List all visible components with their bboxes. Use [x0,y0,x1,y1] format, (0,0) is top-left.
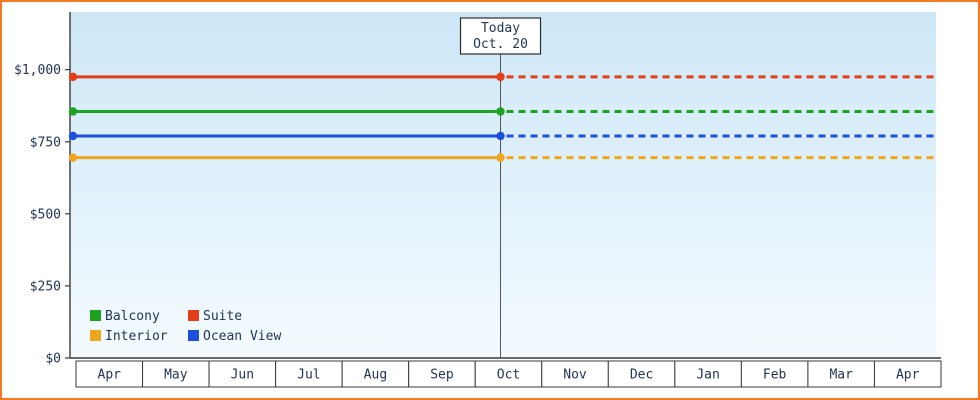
month-cell-box [541,360,609,388]
month-cell: Jun [208,360,277,388]
legend-label: Suite [203,309,242,324]
month-label: Apr [98,368,122,383]
y-tick-label: $500 [30,207,61,222]
series-today-dot [496,131,505,141]
month-cell-box [807,360,875,388]
series-balcony [68,107,936,116]
y-tick-label: $250 [30,279,61,294]
series-today-dot [496,107,505,116]
month-cell-box [341,360,410,388]
today-annotation-box [459,17,542,55]
legend-item-interior: Interior [90,329,168,344]
legend-swatch [90,310,101,321]
series-today-dot [496,72,505,82]
series-start-dot [68,107,78,116]
month-label: Dec [630,368,653,383]
month-cell: Dec [607,360,676,388]
month-label: Nov [563,368,587,383]
today-annotation-title: Today [481,21,520,36]
month-cell-box [75,360,144,388]
month-label: Oct [497,368,520,383]
month-label: Jul [297,368,320,383]
month-cell: Aug [341,360,410,388]
month-cell-box [408,360,476,388]
series-start-dot [68,131,78,141]
month-cell-box [873,360,942,388]
series-start-dot [68,72,78,82]
series-suite [68,72,936,82]
month-cell-box [474,360,543,388]
legend-swatch [188,310,199,321]
legend-label: Balcony [105,309,160,324]
series-start-dot [68,153,78,162]
month-cell: Feb [740,360,809,388]
month-label: Mar [829,368,853,383]
month-cell: May [142,360,210,388]
legend-label: Interior [105,329,168,344]
month-cell-box [674,360,742,388]
month-cell: Apr [75,360,144,388]
legend-label: Ocean View [203,329,281,344]
month-cell-box [142,360,210,388]
month-axis: Apr May Jun Jul Aug Sep Oct Nov Dec Jan Feb Mar Apr [75,360,942,388]
legend-item-ocean-view: Ocean View [188,329,281,344]
month-cell: Jan [674,360,742,388]
legend-item-suite: Suite [188,309,242,324]
month-cell: Sep [408,360,476,388]
series-interior [68,153,936,162]
y-tick-label: $750 [30,135,61,150]
month-label: Jun [231,368,254,383]
month-cell: Mar [807,360,875,388]
month-cell-box [607,360,676,388]
today-annotation-date: Oct. 20 [473,37,528,52]
month-cell: Oct [474,360,543,388]
legend: Balcony Suite Interior Ocean View [90,309,281,344]
month-cell: Apr [873,360,942,388]
month-cell-box [208,360,277,388]
plot-area [70,12,936,358]
legend-swatch [188,330,199,341]
legend-item-balcony: Balcony [90,309,160,324]
legend-swatch [90,330,101,341]
month-label: Jan [696,368,719,383]
y-tick-label: $1,000 [14,63,61,78]
month-label: Sep [430,368,454,383]
series-lines [68,72,936,162]
series-ocean-view [68,131,936,141]
month-label: Feb [763,368,787,383]
y-tick-label: $0 [45,352,61,367]
series-today-dot [496,153,505,162]
month-label: Apr [896,368,920,383]
month-cell: Jul [275,360,343,388]
month-label: May [164,368,188,383]
month-cell: Nov [541,360,609,388]
y-axis-ticks: $0 $250 $500 $750 $1,000 [14,63,70,367]
month-label: Aug [364,368,387,383]
